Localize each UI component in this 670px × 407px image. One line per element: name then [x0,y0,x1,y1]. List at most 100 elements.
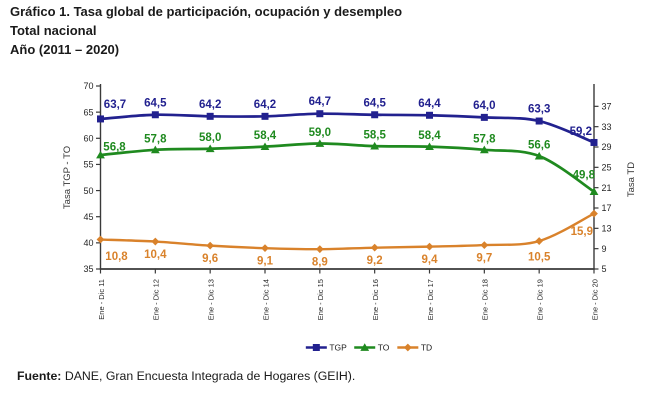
right-axis-tick-label: 17 [602,203,612,213]
to-data-label-6: 58,4 [418,130,441,142]
right-axis-tick-label: 25 [602,163,612,173]
td-data-label-0: 10,8 [105,251,128,263]
tgp-marker-7 [480,113,488,121]
to-marker-0 [96,150,105,159]
tgp-line [99,112,596,144]
to-data-label-8: 56,6 [528,140,550,152]
x-axis-category-label: Ene - Dic 18 [481,279,490,320]
legend-item-td: TD [397,343,432,353]
td-marker-1 [151,237,160,246]
legend-marker-to [360,343,370,351]
td-data-label-6: 9,4 [422,254,439,266]
to-data-label-2: 58,0 [199,132,221,144]
tgp-data-label-3: 64,2 [254,99,276,111]
to-marker-9 [589,187,599,196]
to-data-label-4: 59,0 [309,127,331,139]
legend-marker-tgp [312,344,320,351]
to-data-label-5: 58,5 [363,130,386,142]
tgp-marker-8 [535,117,543,125]
td-marker-8 [535,237,544,245]
to-marker-4 [315,139,325,147]
left-axis-tick-label: 45 [83,212,93,222]
legend-label-td: TD [421,343,432,353]
x-axis-category-label: Ene - Dic 17 [426,279,435,320]
x-axis-category-label: Ene - Dic 19 [536,279,545,320]
td-data-label-3: 9,1 [257,256,274,268]
source-note: Fuente: DANE, Gran Encuesta Integrada de… [17,369,355,383]
td-data-label-9: 15,9 [571,226,593,238]
to-line [99,142,596,193]
left-axis-tick-label: 60 [83,133,93,143]
left-axis-tick-label: 50 [83,186,93,196]
tgp-data-label-0: 63,7 [104,99,126,111]
x-axis-category-label: Ene - Dic 20 [590,279,599,320]
tgp-marker-5 [371,111,379,119]
tgp-data-label-5: 64,5 [363,97,386,109]
legend-label-to: TO [378,343,390,353]
left-axis-tick-label: 70 [83,81,93,91]
tgp-marker-4 [316,110,324,118]
left-axis-tick-label: 65 [83,107,93,117]
to-marker-2 [205,144,215,153]
td-marker-5 [370,243,379,252]
tgp-data-label-2: 64,2 [199,99,221,111]
td-data-label-1: 10,4 [144,249,167,261]
x-axis-category-label: Ene - Dic 11 [97,279,106,320]
td-marker-6 [425,242,434,251]
td-data-label-8: 10,5 [528,251,551,263]
x-axis-category-label: Ene - Dic 14 [261,279,270,320]
to-data-label-0: 56,8 [103,142,126,154]
source-note-label: Fuente: [17,369,62,383]
to-data-label-1: 57,8 [144,133,167,145]
chart-title: Gráfico 1. Tasa global de participación,… [10,2,402,59]
legend-item-to: TO [354,343,390,353]
right-axis-tick-label: 5 [602,264,607,274]
right-axis-tick-label: 33 [602,122,612,132]
tgp-data-label-6: 64,4 [418,98,441,110]
source-note-text: DANE, Gran Encuesta Integrada de Hogares… [64,369,356,383]
right-axis-title: Tasa TD [626,162,637,197]
chart-title-line3: Año (2011 – 2020) [10,42,120,57]
td-marker-4 [315,245,324,254]
x-axis-category-label: Ene - Dic 16 [371,279,380,320]
to-marker-8 [534,151,544,160]
left-axis-tick-label: 40 [83,238,93,248]
left-axis-tick-label: 55 [83,160,93,170]
chart-title-line2: Total nacional [10,23,97,38]
td-marker-9 [590,209,598,218]
tgp-marker-9 [590,138,598,146]
to-data-label-9: 49,8 [573,170,596,182]
x-axis-category-label: Ene - Dic 12 [152,279,161,320]
x-axis-category-label: Ene - Dic 13 [207,279,216,320]
right-axis-tick-label: 13 [602,224,612,234]
to-marker-3 [260,142,270,151]
left-axis-title: Tasa TGP - TO [62,146,73,209]
right-axis-tick-label: 29 [602,142,612,152]
tgp-marker-3 [261,112,269,120]
tgp-data-label-1: 64,5 [144,97,167,109]
to-marker-6 [425,142,434,151]
td-data-label-5: 9,2 [367,255,383,267]
td-marker-7 [480,241,489,250]
legend-marker-td [403,343,412,352]
td-line [99,212,596,251]
to-data-label-3: 58,4 [254,130,277,142]
right-axis-tick-label: 37 [602,102,612,112]
legend-item-tgp: TGP [305,343,347,353]
td-data-label-2: 9,6 [202,253,218,265]
to-marker-5 [370,141,380,150]
tgp-marker-2 [206,112,214,120]
to-marker-7 [479,145,489,154]
left-axis-tick-label: 35 [83,264,93,274]
tgp-data-label-9: 59,2 [570,126,592,138]
td-marker-2 [206,241,215,250]
tgp-data-label-7: 64,0 [473,100,495,112]
tgp-marker-6 [426,111,433,119]
right-axis-tick-label: 21 [602,183,612,193]
legend: TGP TO TD [305,343,432,353]
td-data-label-4: 8,9 [312,257,328,269]
right-axis-tick-label: 9 [602,244,607,254]
chart-title-line1: Gráfico 1. Tasa global de participación,… [10,4,403,19]
